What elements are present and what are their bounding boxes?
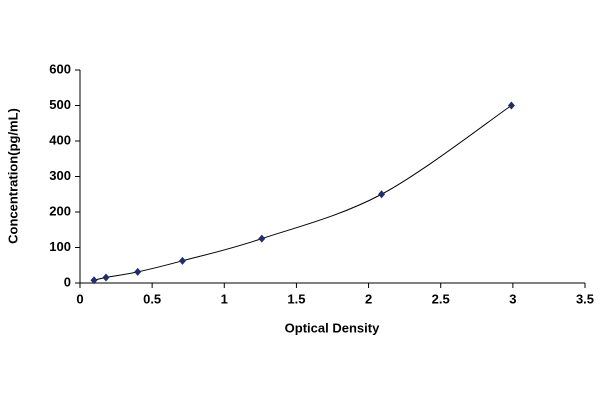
y-tick-label: 400 (49, 132, 71, 147)
x-tick-label: 0 (76, 291, 83, 306)
y-tick-label: 600 (49, 61, 71, 76)
x-tick-label: 3 (509, 291, 516, 306)
y-tick-label: 100 (49, 239, 71, 254)
data-point (134, 267, 142, 276)
x-tick-label: 2 (365, 291, 372, 306)
data-point (90, 276, 98, 285)
x-tick-label: 1 (221, 291, 228, 306)
y-tick-label: 0 (64, 274, 71, 289)
data-point (507, 101, 515, 110)
y-tick-label: 300 (49, 168, 71, 183)
data-point (378, 190, 386, 199)
x-tick-label: 0.5 (143, 291, 161, 306)
y-axis-label: Concentration(pg/mL) (5, 108, 20, 244)
x-tick-label: 2.5 (432, 291, 450, 306)
fit-curve (93, 105, 512, 281)
data-point (178, 256, 186, 265)
x-axis-label: Optical Density (285, 320, 380, 335)
x-tick-label: 1.5 (287, 291, 305, 306)
y-tick-label: 500 (49, 97, 71, 112)
data-point (102, 273, 110, 282)
data-point (258, 234, 266, 243)
y-tick-label: 200 (49, 203, 71, 218)
x-tick-label: 3.5 (576, 291, 594, 306)
